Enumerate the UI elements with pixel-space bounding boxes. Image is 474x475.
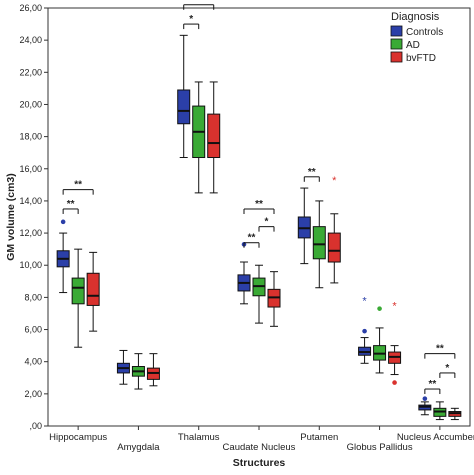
box-bvftd-1 [146, 353, 160, 387]
significance-bracket: * [183, 14, 200, 30]
y-tick-label: 8,00 [24, 292, 42, 302]
x-tick-label: Hippocampus [49, 432, 107, 443]
y-tick-label: 26,00 [19, 3, 42, 13]
x-tick-label: Putamen [300, 432, 338, 443]
box-bvftd-0 [86, 251, 100, 332]
box-controls-0 [56, 219, 70, 294]
outlier-point [377, 306, 382, 311]
box-ad-6 [433, 401, 447, 421]
x-axis-label: Structures [233, 457, 286, 469]
outlier-point [422, 396, 428, 401]
box-iqr [86, 272, 100, 306]
legend-label-ad: AD [406, 40, 420, 51]
significance-bracket: ** [62, 199, 79, 214]
significance-label: * [189, 14, 193, 25]
significance-label: ** [255, 199, 263, 210]
significance-label: ** [436, 344, 444, 355]
box-controls-2 [177, 34, 191, 159]
outlier-point [392, 380, 397, 385]
significance-bracket: ** [62, 180, 94, 195]
box-ad-2 [192, 81, 206, 194]
legend-label-bvftd: bvFTD [406, 53, 436, 64]
box-iqr [71, 277, 85, 305]
box-bvftd-4: * [327, 175, 341, 284]
y-tick-label: 16,00 [19, 164, 42, 174]
x-tick-label: Globus Pallidus [347, 442, 413, 453]
x-tick-label: Nucleus Accumbens [397, 432, 474, 443]
box-iqr [327, 232, 341, 263]
box-iqr [177, 89, 191, 125]
box-controls-5: * [358, 296, 372, 364]
y-tick-label: 10,00 [19, 260, 42, 270]
significance-bracket: ** [303, 167, 320, 182]
y-tick-label: 20,00 [19, 99, 42, 109]
y-tick-label: 14,00 [19, 196, 42, 206]
box-bvftd-5: * [388, 300, 402, 385]
outlier-extreme-marker: * [362, 296, 367, 308]
legend-label-controls: Controls [406, 27, 443, 38]
significance-bracket: * [439, 363, 456, 378]
box-controls-4 [297, 187, 311, 265]
significance-bracket: ** [243, 233, 260, 248]
significance-label: ** [195, 0, 203, 6]
significance-label: ** [308, 167, 316, 178]
box-ad-0 [71, 248, 85, 348]
box-bvftd-2 [207, 81, 221, 194]
box-ad-4 [312, 200, 326, 289]
significance-label: * [265, 217, 269, 228]
y-tick-label: 2,00 [24, 389, 42, 399]
y-axis-label: GM volume (cm3) [5, 173, 17, 261]
y-tick-label: 6,00 [24, 325, 42, 335]
y-tick-label: 4,00 [24, 357, 42, 367]
significance-bracket: ** [183, 0, 215, 10]
outlier-point [60, 219, 66, 225]
box-ad-5 [373, 306, 387, 374]
legend-swatch-ad [390, 38, 403, 50]
box-bvftd-6 [448, 407, 462, 421]
y-tick-label: 22,00 [19, 67, 42, 77]
box-iqr [207, 113, 221, 159]
legend-title: Diagnosis [391, 11, 440, 23]
legend: Diagnosis Controls AD bvFTD [390, 11, 443, 64]
x-tick-label: Amygdala [117, 442, 160, 453]
x-tick-label: Caudate Nucleus [223, 442, 296, 453]
significance-bracket: * [258, 217, 275, 232]
box-controls-1 [116, 349, 130, 385]
significance-bracket: ** [243, 199, 275, 214]
outlier-point [362, 328, 367, 334]
significance-bracket: ** [424, 344, 456, 359]
significance-bracket: ** [424, 379, 441, 395]
legend-swatch-controls [390, 25, 403, 37]
significance-label: ** [428, 379, 436, 390]
significance-label: ** [74, 180, 82, 191]
y-tick-label: 18,00 [19, 132, 42, 142]
box-controls-6 [418, 396, 432, 416]
box-bvftd-3 [267, 271, 281, 327]
y-tick-label: ,00 [29, 421, 42, 431]
box-ad-3 [252, 264, 266, 324]
y-tick-label: 24,00 [19, 35, 42, 45]
outlier-extreme-marker: * [332, 175, 337, 187]
outlier-extreme-marker: * [392, 300, 397, 312]
y-tick-label: 12,00 [19, 228, 42, 238]
significance-label: * [445, 363, 449, 374]
box-ad-1 [131, 353, 145, 390]
significance-label: ** [248, 233, 256, 244]
significance-label: ** [67, 199, 75, 210]
box-controls-3 [237, 242, 251, 305]
legend-swatch-bvftd [390, 51, 403, 63]
x-tick-label: Thalamus [178, 432, 220, 443]
box-iqr [312, 226, 326, 260]
